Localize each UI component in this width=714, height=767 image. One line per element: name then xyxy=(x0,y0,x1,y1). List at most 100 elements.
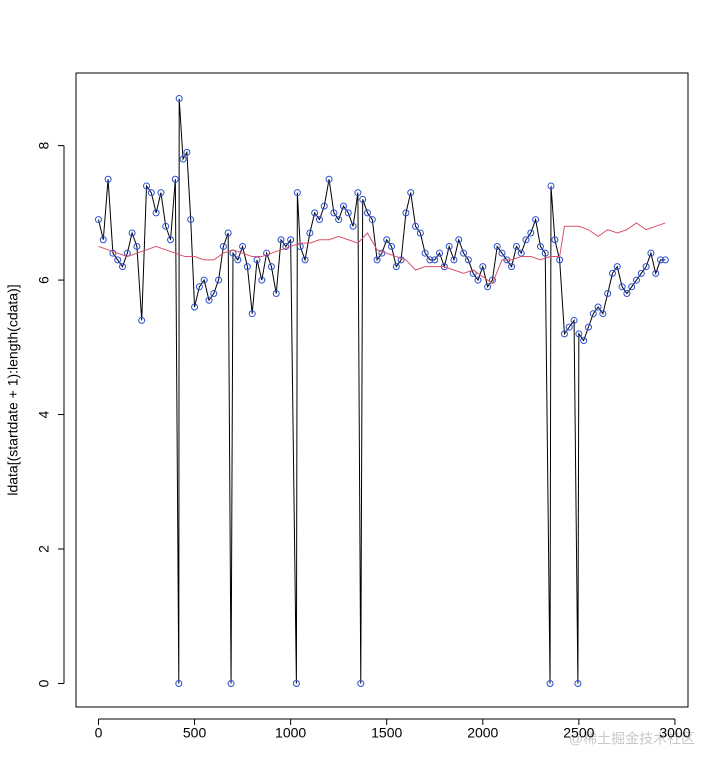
data-point xyxy=(138,316,146,324)
data-point xyxy=(183,148,191,156)
data-point xyxy=(292,679,300,687)
data-point xyxy=(359,195,367,203)
data-point xyxy=(560,330,568,338)
data-point xyxy=(407,189,415,197)
data-point xyxy=(618,283,626,291)
data-point xyxy=(574,679,582,687)
data-point xyxy=(426,256,434,264)
data-point xyxy=(628,283,636,291)
data-point xyxy=(330,209,338,217)
data-point xyxy=(431,256,439,264)
x-tick-label: 0 xyxy=(95,725,103,741)
y-tick-label: 4 xyxy=(36,410,52,418)
data-point xyxy=(315,216,323,224)
data-point xyxy=(368,216,376,224)
data-point xyxy=(94,216,102,224)
data-point xyxy=(608,269,616,277)
data-point xyxy=(551,236,559,244)
x-tick-label: 3000 xyxy=(659,725,690,741)
data-point xyxy=(397,256,405,264)
data-point xyxy=(293,189,301,197)
data-point xyxy=(215,276,223,284)
data-point xyxy=(532,216,540,224)
watermark: @稀土掘金技术社区 xyxy=(569,731,695,747)
data-point xyxy=(484,283,492,291)
data-point xyxy=(565,323,573,331)
data-point xyxy=(167,236,175,244)
data-point xyxy=(205,296,213,304)
data-point xyxy=(210,290,218,298)
plot-box xyxy=(75,72,689,708)
y-axis-label: ldata[(startdate + 1):length(cdata)] xyxy=(5,284,21,495)
data-point xyxy=(378,249,386,257)
data-point xyxy=(200,276,208,284)
data-point xyxy=(527,229,535,237)
data-point xyxy=(357,679,365,687)
data-point xyxy=(474,276,482,284)
data-point xyxy=(191,303,199,311)
data-point xyxy=(522,236,530,244)
data-point xyxy=(219,242,227,250)
data-point xyxy=(282,242,290,250)
y-tick-label: 0 xyxy=(36,679,52,687)
data-point xyxy=(272,290,280,298)
data-point xyxy=(239,242,247,250)
data-point xyxy=(349,222,357,230)
data-point xyxy=(195,283,203,291)
data-point xyxy=(575,330,583,338)
data-point xyxy=(599,310,607,318)
data-point xyxy=(99,236,107,244)
data-point xyxy=(570,316,578,324)
data-point xyxy=(339,202,347,210)
data-point xyxy=(479,263,487,271)
data-point xyxy=(604,290,612,298)
data-point xyxy=(363,209,371,217)
data-point xyxy=(311,209,319,217)
data-point xyxy=(613,263,621,271)
data-point xyxy=(175,95,183,103)
y-tick-label: 2 xyxy=(36,545,52,553)
data-point xyxy=(248,310,256,318)
x-tick-label: 500 xyxy=(183,725,207,741)
data-point xyxy=(445,242,453,250)
data-point xyxy=(388,242,396,250)
data-point xyxy=(402,209,410,217)
data-point xyxy=(589,310,597,318)
data-point xyxy=(227,679,235,687)
data-point xyxy=(455,236,463,244)
data-point xyxy=(119,263,127,271)
y-tick-label: 8 xyxy=(36,142,52,150)
series-line xyxy=(97,98,666,684)
data-point xyxy=(335,216,343,224)
data-point xyxy=(464,256,472,264)
data-point xyxy=(128,229,136,237)
data-point xyxy=(171,175,179,183)
data-point xyxy=(584,323,592,331)
data-point xyxy=(416,229,424,237)
data-point xyxy=(143,182,151,190)
data-point xyxy=(157,189,165,197)
data-point xyxy=(224,229,232,237)
data-point xyxy=(392,263,400,271)
series-line xyxy=(98,222,666,285)
data-point xyxy=(450,256,458,264)
y-tick-label: 6 xyxy=(36,276,52,284)
data-point xyxy=(498,249,506,257)
data-point xyxy=(541,249,549,257)
data-point xyxy=(536,242,544,250)
data-point xyxy=(114,256,122,264)
data-point xyxy=(187,216,195,224)
data-point xyxy=(258,276,266,284)
x-tick-label: 2000 xyxy=(467,725,498,741)
data-point xyxy=(147,189,155,197)
data-point xyxy=(179,155,187,163)
data-point xyxy=(412,222,420,230)
data-point xyxy=(267,263,275,271)
data-point xyxy=(243,263,251,271)
data-point xyxy=(175,679,183,687)
data-point xyxy=(325,175,333,183)
data-point xyxy=(277,236,285,244)
x-tick-label: 1500 xyxy=(371,725,402,741)
data-point xyxy=(512,242,520,250)
data-point xyxy=(152,209,160,217)
